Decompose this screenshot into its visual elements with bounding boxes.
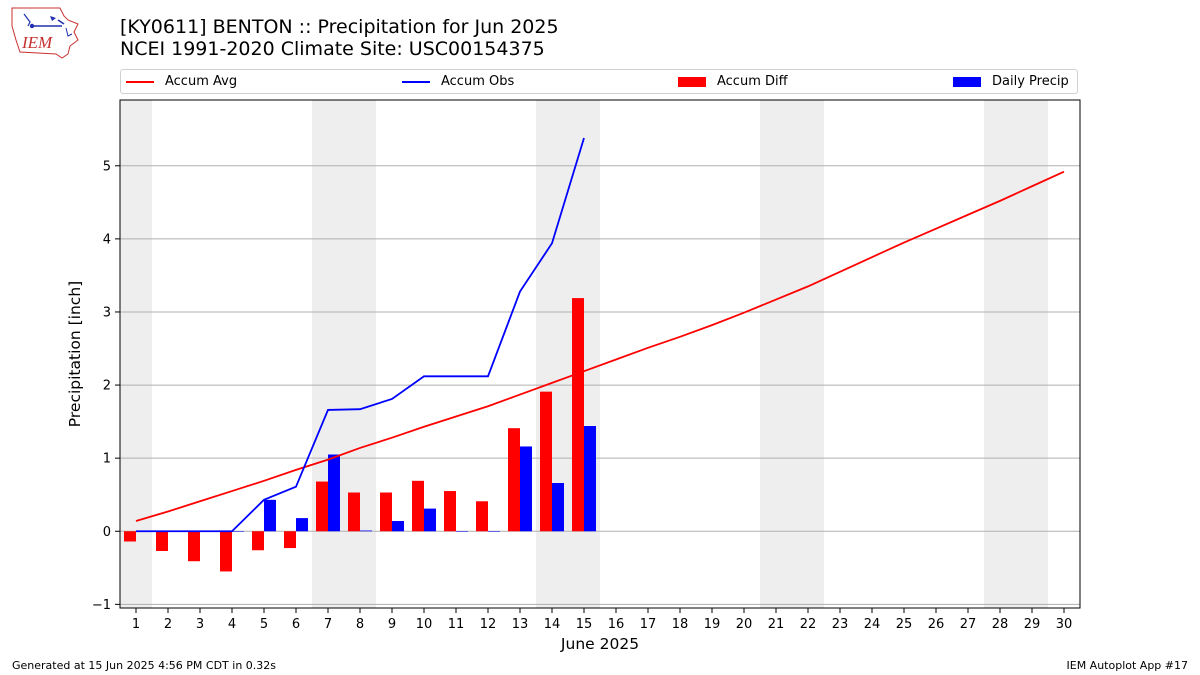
x-tick-label: 19 xyxy=(704,617,721,632)
accum-avg-line xyxy=(135,170,1065,522)
plot-frame xyxy=(119,99,1081,609)
weekend-shade xyxy=(984,100,1016,608)
x-tick-label: 9 xyxy=(388,617,396,632)
x-tick-label: 15 xyxy=(576,617,593,632)
weekend-shade xyxy=(344,100,376,608)
accum-diff-bar xyxy=(284,531,296,549)
x-tick-label: 25 xyxy=(896,617,913,632)
legend-item-accum-avg: Accum Avg xyxy=(126,73,237,91)
x-tick-label: 7 xyxy=(324,617,332,632)
footer-app-label: IEM Autoplot App #17 xyxy=(1066,659,1189,672)
x-tick-label: 14 xyxy=(544,617,561,632)
accum-diff-bar xyxy=(156,531,168,551)
legend-swatch-daily-precip xyxy=(953,77,981,87)
weekend-shade xyxy=(792,100,824,608)
legend-swatch-accum-avg xyxy=(126,81,154,83)
accum-diff-bar xyxy=(252,531,264,551)
legend-label-accum-diff: Accum Diff xyxy=(717,74,788,89)
x-tick-label: 21 xyxy=(768,617,785,632)
x-tick-label: 27 xyxy=(960,617,977,632)
accum-diff-bar xyxy=(572,298,584,532)
legend-item-accum-obs: Accum Obs xyxy=(402,73,514,91)
x-tick-label: 16 xyxy=(608,617,625,632)
x-tick-label: 23 xyxy=(832,617,849,632)
daily-precip-bar xyxy=(552,483,564,532)
daily-precip-bar xyxy=(232,531,244,532)
x-tick-label: 24 xyxy=(864,617,881,632)
weekend-shade xyxy=(312,100,344,608)
x-tick-label: 1 xyxy=(132,617,140,632)
x-tick-label: 17 xyxy=(640,617,657,632)
chart-title-line2: NCEI 1991-2020 Climate Site: USC00154375 xyxy=(120,38,545,60)
y-tick-label: 4 xyxy=(103,232,111,247)
accum-diff-bar xyxy=(220,531,232,572)
weekend-shade xyxy=(1016,100,1048,608)
daily-precip-bar xyxy=(264,499,276,532)
weekend-shade xyxy=(120,100,152,608)
y-axis-label: Precipitation [inch] xyxy=(66,281,84,427)
legend-label-daily-precip: Daily Precip xyxy=(992,74,1069,89)
accum-diff-bar xyxy=(188,531,200,562)
x-tick-label: 6 xyxy=(292,617,300,632)
x-tick-label: 5 xyxy=(260,617,268,632)
legend-item-daily-precip: Daily Precip xyxy=(953,73,1069,91)
daily-precip-bar xyxy=(360,530,372,532)
chart-title: [KY0611] BENTON :: Precipitation for Jun… xyxy=(120,16,559,60)
legend-swatch-accum-obs xyxy=(402,81,430,83)
y-tick-label: 3 xyxy=(103,305,111,320)
accum-diff-bar xyxy=(380,492,392,532)
legend-item-accum-diff: Accum Diff xyxy=(678,73,788,91)
accum-diff-bar xyxy=(412,480,424,532)
weekend-shade xyxy=(536,100,568,608)
iem-logo: IEM xyxy=(11,7,79,59)
x-tick-label: 28 xyxy=(992,617,1009,632)
x-tick-label: 10 xyxy=(416,617,433,632)
daily-precip-bar xyxy=(584,425,596,532)
x-tick-label: 30 xyxy=(1056,617,1073,632)
x-tick-label: 11 xyxy=(448,617,465,632)
accum-diff-bar xyxy=(124,531,136,542)
x-tick-label: 20 xyxy=(736,617,753,632)
footer-generated: Generated at 15 Jun 2025 4:56 PM CDT in … xyxy=(12,659,277,672)
daily-precip-bar xyxy=(328,454,340,532)
x-tick-label: 22 xyxy=(800,617,817,632)
daily-precip-bar xyxy=(424,508,436,532)
accum-diff-bar xyxy=(348,492,360,532)
accum-diff-bar xyxy=(540,391,552,532)
legend-label-accum-obs: Accum Obs xyxy=(441,74,515,89)
y-tick-label: 2 xyxy=(103,379,111,394)
x-tick-label: 29 xyxy=(1024,617,1041,632)
y-tick-label: −1 xyxy=(92,598,111,613)
chart-title-line1: [KY0611] BENTON :: Precipitation for Jun… xyxy=(120,16,559,38)
y-tick-label: 1 xyxy=(103,452,111,467)
x-tick-label: 4 xyxy=(228,617,236,632)
legend-swatch-accum-diff xyxy=(678,77,706,87)
legend-label-accum-avg: Accum Avg xyxy=(165,74,238,89)
x-tick-label: 18 xyxy=(672,617,689,632)
accum-obs-line xyxy=(136,137,585,533)
daily-precip-bar xyxy=(456,531,468,532)
x-axis-label: June 2025 xyxy=(560,635,639,653)
chart-legend: Accum Avg Accum Obs Accum Diff Daily Pre… xyxy=(120,69,1078,94)
x-tick-label: 12 xyxy=(480,617,497,632)
accum-diff-bar xyxy=(316,481,328,532)
accum-diff-bar xyxy=(508,428,520,532)
weekend-shade xyxy=(760,100,792,608)
accum-diff-bar xyxy=(476,501,488,532)
daily-precip-bar xyxy=(488,531,500,532)
daily-precip-bar xyxy=(520,446,532,532)
x-tick-label: 2 xyxy=(164,617,172,632)
svg-text:IEM: IEM xyxy=(21,33,53,52)
daily-precip-bar xyxy=(392,521,404,532)
x-tick-label: 8 xyxy=(356,617,364,632)
x-tick-label: 13 xyxy=(512,617,529,632)
accum-diff-bar xyxy=(444,491,456,532)
daily-precip-bar xyxy=(296,518,308,532)
y-tick-label: 0 xyxy=(103,525,111,540)
x-tick-label: 26 xyxy=(928,617,945,632)
y-tick-label: 5 xyxy=(103,159,111,174)
x-tick-label: 3 xyxy=(196,617,204,632)
